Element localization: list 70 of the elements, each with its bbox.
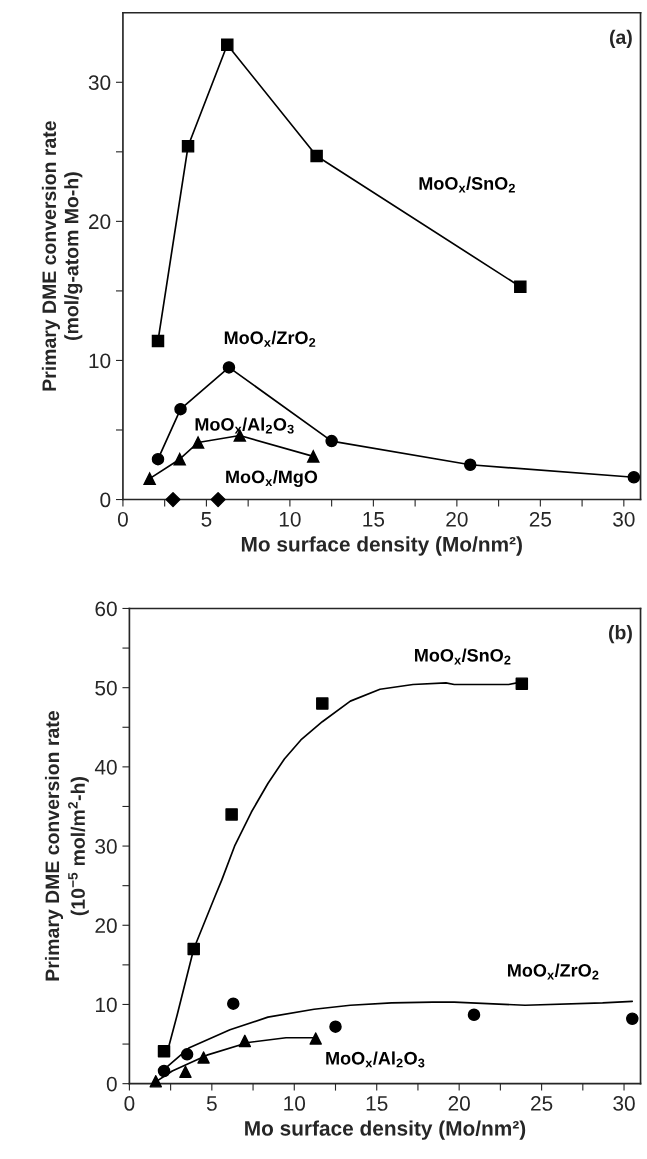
y-tick-label: 10 (89, 353, 111, 369)
x-tick-label: 10 (279, 511, 301, 527)
x-tick-label: 5 (206, 1096, 217, 1111)
point (181, 140, 195, 153)
series-label: MoO$_{x}$/SnO$_{2}$ (419, 176, 515, 193)
point (309, 1032, 322, 1045)
point (238, 1034, 252, 1048)
point (157, 1044, 171, 1058)
point (627, 471, 641, 484)
point (463, 458, 477, 472)
x-axis-title: Mo surface density (Mo/nm²) (241, 536, 522, 556)
point (187, 942, 200, 956)
point (467, 1008, 481, 1022)
point (210, 491, 226, 508)
point (143, 472, 156, 485)
point (227, 997, 240, 1010)
point (151, 452, 165, 466)
y-tick-label: 0 (100, 492, 111, 508)
point (316, 697, 329, 710)
x-tick-label: 25 (529, 511, 552, 527)
y-tick-label: 20 (95, 918, 117, 934)
point (165, 491, 181, 508)
y-tick-label: 30 (95, 839, 117, 854)
point (197, 1051, 210, 1064)
point (157, 1064, 171, 1078)
x-tick-label: 30 (613, 511, 635, 527)
y-tick-label: 30 (88, 75, 111, 91)
x-tick-label: 15 (363, 512, 385, 527)
point (179, 1065, 192, 1079)
point (180, 1048, 194, 1061)
x-tick-label: 0 (117, 511, 128, 527)
point (174, 402, 187, 416)
y-tick-label: 60 (95, 601, 117, 617)
series-label: MoO$_{x}$/SnO$_{2}$ (415, 648, 511, 665)
point (307, 450, 320, 463)
point (173, 452, 186, 466)
x-tick-label: 30 (613, 1096, 635, 1111)
point (325, 434, 338, 448)
point (626, 1012, 639, 1025)
y-tick-label: 20 (89, 214, 111, 230)
series-label: MoO$_{x}$/ZrO$_{2}$ (224, 330, 316, 347)
series-label: MoO$_{x}$/MgO (226, 470, 318, 487)
point (149, 1075, 163, 1088)
y-tick-label: 50 (95, 680, 117, 696)
point (225, 808, 238, 821)
point (221, 38, 234, 51)
y-axis-title: Primary DME conversion rate (mol/g-atom Mo-h) (41, 121, 83, 391)
x-axis-title: Mo surface density (Mo/nm²) (245, 1120, 526, 1140)
y-tick-label: 10 (96, 997, 117, 1013)
y-axis-title: Primary DME conversion rate (10$^{−5}$ mol/m$^{2}$-h) (44, 711, 89, 981)
x-tick-label: 20 (446, 511, 468, 527)
series-label: MoO$_{x}$/Al$_{2}$O$_{3}$ (326, 1051, 425, 1068)
annotation: (b) (609, 625, 632, 644)
x-tick-label: 20 (448, 1096, 470, 1111)
point (515, 677, 529, 690)
point (222, 361, 236, 374)
x-tick-label: 5 (201, 512, 212, 527)
point (310, 149, 323, 163)
point (329, 1020, 342, 1033)
point (151, 334, 165, 348)
point (514, 280, 527, 293)
x-tick-label: 0 (124, 1096, 135, 1111)
y-tick-label: 0 (106, 1076, 117, 1092)
annotation: (a) (609, 29, 632, 48)
point (191, 436, 205, 449)
text: MoO$_{x}$/ZrO$_{2}$ (508, 963, 599, 980)
x-tick-label: 15 (366, 1096, 388, 1111)
x-tick-label: 10 (284, 1096, 306, 1111)
x-tick-label: 25 (531, 1096, 553, 1111)
y-tick-label: 40 (94, 759, 117, 775)
